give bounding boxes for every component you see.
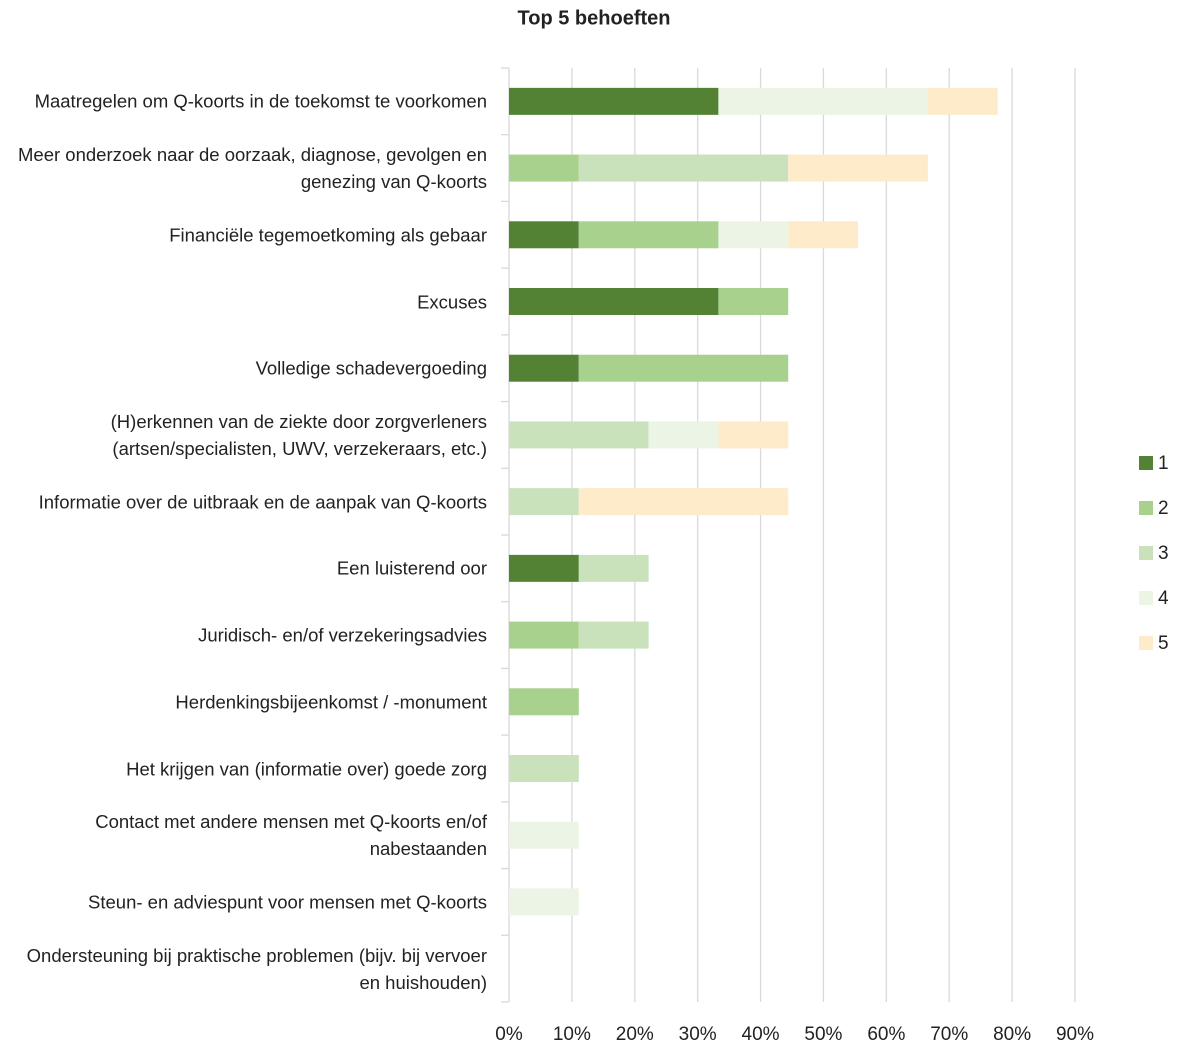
legend-label: 1 — [1158, 453, 1169, 474]
y-tick-label: Het krijgen van (informatie over) goede … — [126, 758, 487, 779]
bar-segment — [509, 488, 579, 516]
bar-segment — [788, 154, 928, 182]
x-tick-label: 90% — [1056, 1024, 1094, 1045]
bar-segment — [509, 554, 579, 582]
legend-label: 4 — [1158, 588, 1169, 609]
y-tick-label: Steun- en adviespunt voor mensen met Q-k… — [88, 891, 487, 913]
y-tick-label: Herdenkingsbijeenkomst / -monument — [175, 691, 487, 713]
y-tick-label: Financiële tegemoetkoming als gebaar — [169, 224, 487, 246]
y-tick-label: Ondersteuning bij praktische problemen (… — [26, 944, 487, 993]
bar-segment — [578, 354, 789, 382]
bar-segment — [509, 621, 579, 649]
bar-segment — [718, 87, 928, 115]
bar-segment — [718, 288, 789, 315]
x-tick-label: 20% — [616, 1024, 654, 1045]
bar-segment — [648, 421, 719, 449]
y-tick-label: Excuses — [417, 291, 487, 312]
bar-segment — [509, 154, 579, 182]
legend-swatch — [1139, 591, 1153, 605]
bar-segment — [509, 888, 579, 916]
bar-segment — [578, 488, 789, 516]
x-tick-label: 50% — [804, 1024, 842, 1045]
x-tick-label: 40% — [742, 1024, 780, 1045]
bar-segment — [718, 421, 789, 449]
bar-segment — [509, 688, 579, 716]
x-tick-label: 30% — [679, 1024, 717, 1045]
x-tick-label: 10% — [553, 1024, 591, 1045]
bar-segment — [509, 354, 579, 382]
chart-title: Top 5 behoeften — [518, 7, 671, 29]
legend-swatch — [1139, 456, 1153, 470]
y-tick-label: Informatie over de uitbraak en de aanpak… — [38, 491, 487, 513]
legend-label: 5 — [1158, 633, 1169, 654]
legend-swatch — [1139, 546, 1153, 560]
bar-segment — [718, 221, 789, 249]
y-tick-label: Juridisch- en/of verzekeringsadvies — [198, 624, 487, 646]
legend-swatch — [1139, 636, 1153, 650]
bar-segment — [578, 554, 649, 582]
legend-label: 3 — [1158, 543, 1169, 564]
bar-segment — [509, 87, 719, 115]
legend-label: 2 — [1158, 498, 1169, 519]
y-tick-label: Contact met andere mensen met Q-koorts e… — [95, 811, 487, 860]
bar-segment — [788, 221, 859, 249]
bar-segment — [578, 221, 719, 249]
bar-segment — [509, 288, 719, 315]
x-tick-label: 0% — [495, 1024, 523, 1045]
y-tick-label: Een luisterend oor — [336, 557, 487, 579]
legend-swatch — [1139, 501, 1153, 515]
bar-segment — [927, 87, 998, 115]
x-tick-label: 60% — [867, 1024, 905, 1045]
y-tick-label: Maatregelen om Q-koorts in de toekomst t… — [34, 90, 487, 112]
bar-segment — [509, 821, 579, 849]
y-tick-label: Volledige schadevergoeding — [255, 357, 487, 379]
bar-segment — [509, 421, 649, 449]
bar-segment — [509, 755, 579, 782]
bar-segment — [578, 154, 789, 182]
x-tick-label: 80% — [993, 1024, 1031, 1045]
y-tick-label: Meer onderzoek naar de oorzaak, diagnose… — [18, 144, 487, 193]
x-tick-label: 70% — [930, 1024, 968, 1045]
y-tick-label: (H)erkennen van de ziekte door zorgverle… — [110, 410, 487, 459]
bar-segment — [509, 221, 579, 249]
bar-segment — [578, 621, 649, 649]
